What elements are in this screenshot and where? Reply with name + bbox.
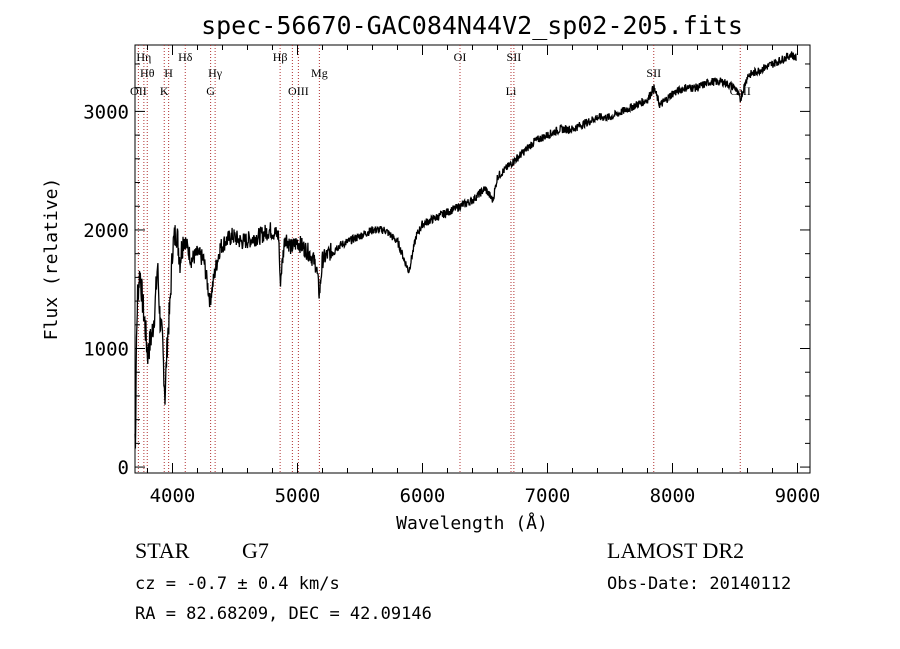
line-label-4: H <box>164 66 173 80</box>
spectrum-series-line <box>134 51 797 449</box>
y-tick-label: 2000 <box>83 220 129 242</box>
survey-name: LAMOST DR2 <box>607 538 744 563</box>
info-panel: STAR G7 LAMOST DR2 cz = -0.7 ± 0.4 km/s … <box>135 538 791 624</box>
line-label-1: Hη <box>136 50 151 64</box>
object-subclass: G7 <box>242 538 269 563</box>
y-tick-label: 0 <box>118 457 129 479</box>
y-tick-label: 3000 <box>83 101 129 123</box>
line-label-11: Mg <box>311 66 328 80</box>
line-label-8: Hβ <box>273 50 288 64</box>
x-axis-ticks: 4000 5000 6000 7000 8000 9000 <box>147 45 821 507</box>
x-tick-label: 4000 <box>150 485 196 507</box>
y-tick-label: 1000 <box>83 339 129 361</box>
line-label-3: K <box>160 84 169 98</box>
y-axis-ticks: 0 1000 2000 3000 <box>83 63 810 479</box>
spectral-line-markers <box>137 45 741 473</box>
x-tick-label: 6000 <box>400 485 446 507</box>
x-tick-label: 9000 <box>775 485 821 507</box>
object-class: STAR <box>135 538 190 563</box>
chart-title: spec-56670-GAC084N44V2_sp02-205.fits <box>201 11 743 40</box>
line-label-0: OII <box>130 84 147 98</box>
line-label-5: Hδ <box>178 50 193 64</box>
x-axis-label: Wavelength (Å) <box>396 512 548 534</box>
line-label-2: Hθ <box>140 66 155 80</box>
observation-date: Obs-Date: 20140112 <box>607 574 791 594</box>
x-tick-label: 5000 <box>275 485 321 507</box>
x-tick-label: 8000 <box>650 485 696 507</box>
line-label-14: SII <box>507 50 522 64</box>
redshift-velocity: cz = -0.7 ± 0.4 km/s <box>135 574 340 594</box>
line-label-15: SII <box>646 66 661 80</box>
line-label-10: OIII <box>288 84 309 98</box>
sky-coordinates: RA = 82.68209, DEC = 42.09146 <box>135 604 432 624</box>
line-label-12: OI <box>454 50 467 64</box>
line-label-7: Hγ <box>208 66 223 80</box>
x-tick-label: 7000 <box>525 485 571 507</box>
plot-frame <box>134 44 811 474</box>
line-label-13: Li <box>506 84 517 98</box>
line-label-6: G <box>206 84 215 98</box>
y-axis-label: Flux (relative) <box>41 178 62 341</box>
